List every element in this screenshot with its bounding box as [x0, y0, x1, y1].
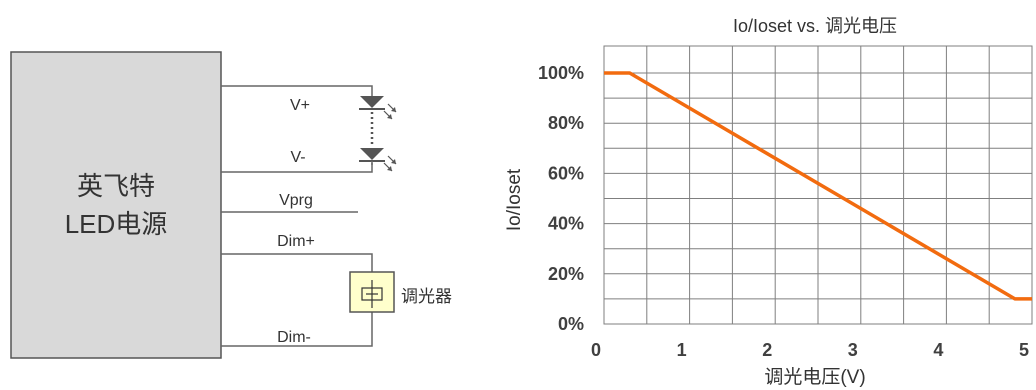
x-tick-labels: 0 1 2 3 4 5	[591, 340, 1029, 360]
pin-label-vprg: Vprg	[279, 192, 313, 209]
pin-label-vplus: V+	[290, 97, 310, 114]
x-tick-label: 0	[591, 340, 601, 360]
y-tick-label: 0%	[558, 314, 584, 334]
y-tick-label: 20%	[548, 264, 584, 284]
x-tick-label: 4	[933, 340, 943, 360]
y-tick-label: 100%	[538, 63, 584, 83]
series-line	[604, 71, 1032, 301]
chart-title: Io/Ioset vs. 调光电压	[733, 16, 897, 36]
driver-label-line1: 英飞特	[77, 171, 155, 201]
pin-label-dimplus: Dim+	[277, 233, 315, 250]
dimmer-device	[349, 271, 395, 313]
plot-frame	[603, 45, 1033, 325]
x-tick-label: 1	[677, 340, 687, 360]
y-tick-label: 60%	[548, 163, 584, 183]
pin-label-vminus: V-	[290, 149, 305, 166]
led-string	[359, 92, 397, 172]
dimmer-label: 调光器	[401, 287, 452, 306]
dimminus-wire	[221, 312, 373, 347]
led-driver-box	[10, 51, 222, 359]
vplus-wire	[221, 85, 373, 92]
dimming-curve-chart: Io/Ioset vs. 调光电压 调光电压(V) Io/Ioset 0%20%…	[504, 16, 1033, 388]
y-tick-label: 80%	[548, 113, 584, 133]
x-axis-label: 调光电压(V)	[764, 366, 865, 388]
x-tick-label: 3	[848, 340, 858, 360]
pin-label-dimminus: Dim-	[277, 329, 311, 346]
led-diode-icon	[360, 148, 384, 160]
x-tick-label: 5	[1019, 340, 1029, 360]
wiring-diagram: 英飞特 LED电源	[10, 51, 452, 359]
led-diode-icon	[360, 96, 384, 108]
y-tick-label: 40%	[548, 214, 584, 234]
driver-label-line2: LED电源	[65, 209, 168, 239]
x-tick-label: 2	[762, 340, 772, 360]
y-tick-labels: 0% 20% 40% 60% 80% 100%	[538, 63, 584, 334]
series-layer	[604, 71, 1032, 301]
dimplus-wire	[221, 253, 373, 272]
y-axis-label: Io/Ioset	[504, 168, 525, 231]
vminus-wire	[221, 163, 373, 173]
